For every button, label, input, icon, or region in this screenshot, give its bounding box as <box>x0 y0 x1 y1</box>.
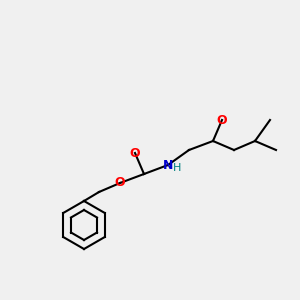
Text: N: N <box>163 158 173 172</box>
Text: O: O <box>217 113 227 127</box>
Text: H: H <box>173 163 181 173</box>
Text: O: O <box>115 176 125 190</box>
Text: O: O <box>130 146 140 160</box>
